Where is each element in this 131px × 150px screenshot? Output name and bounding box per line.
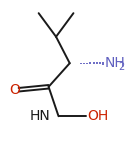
Text: HN: HN (30, 109, 50, 123)
Text: O: O (9, 83, 20, 97)
Text: NH: NH (105, 56, 126, 70)
Text: OH: OH (87, 109, 108, 123)
Text: 2: 2 (118, 62, 124, 72)
